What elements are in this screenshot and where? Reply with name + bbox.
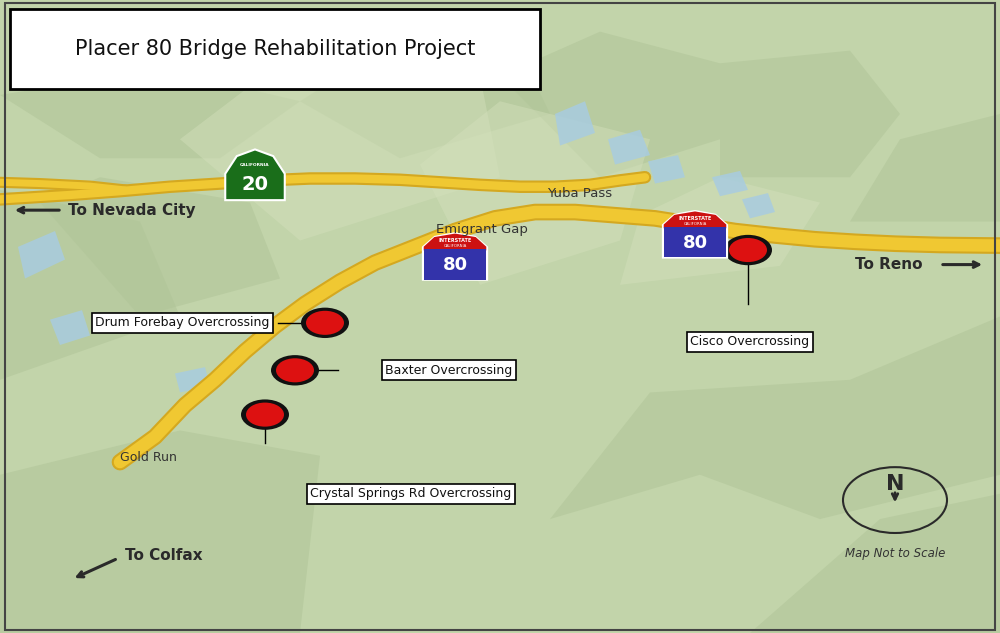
Polygon shape <box>18 231 65 279</box>
Polygon shape <box>422 232 488 281</box>
Polygon shape <box>850 114 1000 222</box>
Circle shape <box>301 308 349 338</box>
Polygon shape <box>40 177 280 316</box>
Polygon shape <box>424 249 486 280</box>
Text: To Reno: To Reno <box>855 257 922 272</box>
Text: Gold Run: Gold Run <box>120 451 176 463</box>
Text: 20: 20 <box>242 175 268 194</box>
Polygon shape <box>664 211 726 229</box>
Polygon shape <box>620 177 820 285</box>
Text: To Colfax: To Colfax <box>125 548 203 563</box>
Polygon shape <box>50 310 90 345</box>
Polygon shape <box>664 227 726 258</box>
Polygon shape <box>420 101 650 285</box>
Polygon shape <box>175 367 210 392</box>
FancyBboxPatch shape <box>10 9 540 89</box>
Text: Crystal Springs Rd Overcrossing: Crystal Springs Rd Overcrossing <box>310 487 511 500</box>
Text: Baxter Overcrossing: Baxter Overcrossing <box>385 364 512 377</box>
Polygon shape <box>0 76 300 158</box>
Text: Placer 80 Bridge Rehabilitation Project: Placer 80 Bridge Rehabilitation Project <box>75 39 475 60</box>
Text: CALIFORNIA: CALIFORNIA <box>683 222 707 225</box>
Polygon shape <box>300 51 550 158</box>
Polygon shape <box>608 130 650 165</box>
Polygon shape <box>424 234 486 251</box>
Text: Drum Forebay Overcrossing: Drum Forebay Overcrossing <box>95 316 269 329</box>
Circle shape <box>271 355 319 385</box>
Polygon shape <box>0 190 180 380</box>
Polygon shape <box>180 63 500 241</box>
Polygon shape <box>500 32 720 177</box>
Text: Map Not to Scale: Map Not to Scale <box>845 548 945 560</box>
Polygon shape <box>662 210 728 259</box>
Polygon shape <box>712 171 748 196</box>
Circle shape <box>729 238 767 262</box>
Polygon shape <box>550 316 1000 519</box>
Polygon shape <box>720 51 900 177</box>
Text: To Nevada City: To Nevada City <box>68 203 196 218</box>
Polygon shape <box>648 155 685 184</box>
Polygon shape <box>555 101 595 146</box>
Text: Emigrant Gap: Emigrant Gap <box>436 223 528 235</box>
Text: Cisco Overcrossing: Cisco Overcrossing <box>690 335 809 348</box>
Text: CALIFORNIA: CALIFORNIA <box>240 163 270 166</box>
Text: N: N <box>886 474 904 494</box>
Circle shape <box>241 399 289 430</box>
Polygon shape <box>0 430 320 633</box>
Text: 80: 80 <box>442 256 468 274</box>
Polygon shape <box>750 494 1000 633</box>
Text: INTERSTATE: INTERSTATE <box>438 238 472 243</box>
Polygon shape <box>742 193 775 218</box>
Circle shape <box>276 358 314 382</box>
Circle shape <box>724 235 772 265</box>
Text: CALIFORNIA: CALIFORNIA <box>443 244 467 248</box>
Circle shape <box>246 403 284 427</box>
Text: Yuba Pass: Yuba Pass <box>547 187 612 199</box>
Polygon shape <box>225 149 285 200</box>
Text: INTERSTATE: INTERSTATE <box>678 216 712 221</box>
Text: 80: 80 <box>682 234 708 252</box>
Circle shape <box>306 311 344 335</box>
